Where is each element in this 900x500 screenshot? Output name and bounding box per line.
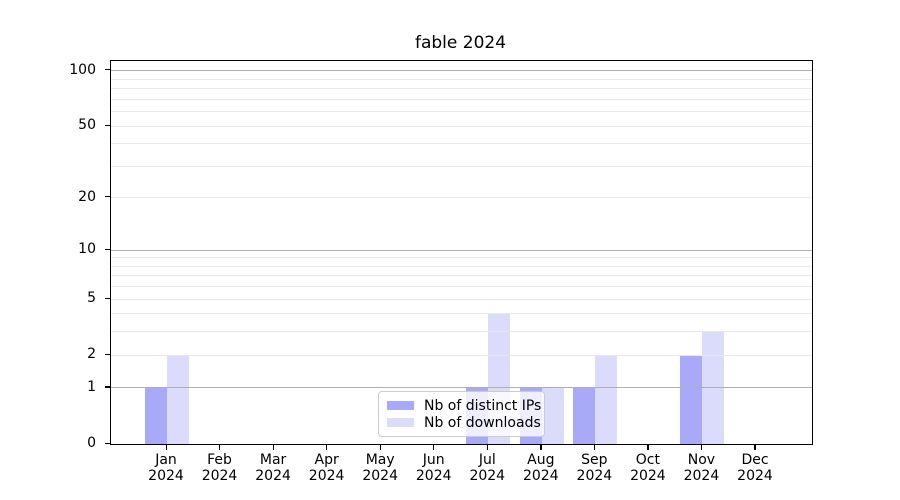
bar-downloads-sep bbox=[595, 355, 618, 444]
y-tick-label-2: 2 bbox=[87, 346, 96, 363]
minor-gridline-8 bbox=[111, 265, 812, 267]
plot-area: Nb of distinct IPs Nb of downloads bbox=[110, 60, 813, 445]
x-tick-label-aug: Aug 2024 bbox=[522, 452, 559, 484]
x-tick-label-jul: Jul 2024 bbox=[469, 452, 506, 484]
minor-gridline-2 bbox=[111, 354, 812, 356]
minor-gridline-4 bbox=[111, 313, 812, 315]
x-tick-label-feb: Feb 2024 bbox=[201, 452, 238, 484]
x-tick-may bbox=[379, 445, 381, 450]
y-tick-100 bbox=[105, 69, 110, 71]
x-tick-jan bbox=[165, 445, 167, 450]
legend-label-distinct-ips: Nb of distinct IPs bbox=[424, 397, 542, 414]
y-tick-label-0: 0 bbox=[87, 435, 96, 451]
x-tick-label-dec: Dec 2024 bbox=[737, 452, 773, 484]
y-tick-label-100: 100 bbox=[69, 61, 96, 78]
major-gridline-10 bbox=[111, 249, 812, 251]
x-tick-aug bbox=[540, 445, 542, 450]
legend-item-distinct-ips: Nb of distinct IPs bbox=[387, 397, 541, 414]
x-tick-label-nov: Nov 2024 bbox=[683, 452, 720, 484]
x-tick-label-apr: Apr 2024 bbox=[308, 452, 345, 484]
minor-gridline-9 bbox=[111, 257, 812, 259]
minor-gridline-6 bbox=[111, 286, 812, 288]
major-gridline-1 bbox=[111, 387, 812, 389]
y-tick-label-10: 10 bbox=[78, 241, 96, 258]
minor-gridline-7 bbox=[111, 275, 812, 277]
y-tick-50 bbox=[105, 124, 110, 126]
x-tick-nov bbox=[700, 445, 703, 450]
minor-gridline-40 bbox=[111, 143, 812, 145]
x-tick-sep bbox=[593, 445, 596, 450]
y-tick-10 bbox=[105, 248, 110, 250]
y-tick-label-1: 1 bbox=[87, 378, 96, 395]
x-tick-label-oct: Oct 2024 bbox=[630, 452, 666, 484]
bar-distinct-ips-jan bbox=[145, 387, 167, 444]
legend-swatch-downloads-icon bbox=[387, 418, 414, 427]
legend-item-downloads: Nb of downloads bbox=[387, 414, 541, 431]
x-tick-jul bbox=[486, 445, 488, 450]
legend-label-downloads: Nb of downloads bbox=[424, 414, 541, 431]
minor-gridline-20 bbox=[111, 197, 812, 199]
x-tick-mar bbox=[272, 445, 274, 450]
x-tick-label-sep: Sep 2024 bbox=[576, 452, 613, 484]
x-tick-label-jun: Jun 2024 bbox=[415, 452, 452, 484]
y-tick-2 bbox=[105, 353, 110, 355]
y-tick-label-20: 20 bbox=[78, 188, 96, 205]
x-tick-dec bbox=[754, 445, 756, 450]
y-tick-1 bbox=[105, 386, 110, 388]
x-tick-label-jan: Jan 2024 bbox=[148, 452, 184, 484]
y-tick-label-5: 5 bbox=[87, 290, 96, 307]
y-tick-0 bbox=[105, 442, 110, 444]
bar-distinct-ips-sep bbox=[573, 387, 596, 444]
x-tick-label-mar: Mar 2024 bbox=[255, 452, 291, 484]
minor-gridline-50 bbox=[111, 125, 812, 127]
minor-gridline-70 bbox=[111, 98, 812, 100]
chart-title: fable 2024 bbox=[414, 33, 507, 53]
y-tick-20 bbox=[105, 196, 110, 198]
x-tick-label-may: May 2024 bbox=[362, 452, 398, 484]
minor-gridline-60 bbox=[111, 111, 812, 113]
minor-gridline-30 bbox=[111, 165, 812, 167]
minor-gridline-90 bbox=[111, 78, 812, 80]
x-tick-jun bbox=[433, 445, 435, 450]
minor-gridline-5 bbox=[111, 298, 812, 300]
legend-swatch-distinct-ips-icon bbox=[387, 401, 414, 410]
bar-distinct-ips-nov bbox=[680, 355, 703, 444]
x-tick-oct bbox=[647, 445, 649, 450]
gridlines-layer bbox=[111, 61, 812, 444]
minor-gridline-80 bbox=[111, 88, 812, 90]
bar-downloads-aug bbox=[541, 387, 564, 444]
minor-gridline-3 bbox=[111, 331, 812, 333]
x-tick-apr bbox=[326, 445, 328, 450]
bar-downloads-jan bbox=[167, 355, 189, 444]
y-tick-5 bbox=[105, 297, 110, 299]
x-tick-feb bbox=[219, 445, 221, 450]
legend: Nb of distinct IPs Nb of downloads bbox=[378, 391, 545, 437]
major-gridline-100 bbox=[111, 70, 812, 72]
y-tick-label-50: 50 bbox=[78, 117, 96, 134]
